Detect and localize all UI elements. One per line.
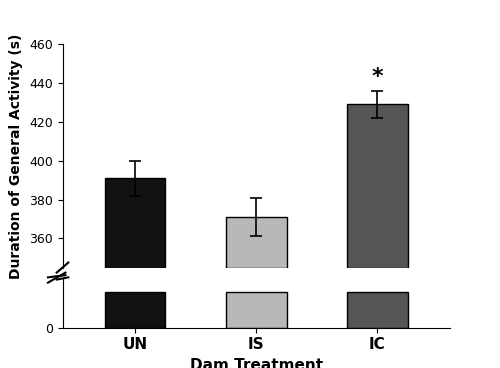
Bar xyxy=(226,217,286,268)
Bar xyxy=(226,291,286,328)
Text: *: * xyxy=(372,67,383,87)
Bar xyxy=(347,105,408,268)
Bar xyxy=(347,291,408,328)
X-axis label: Dam Treatment: Dam Treatment xyxy=(190,358,323,368)
Bar xyxy=(105,178,166,268)
Bar xyxy=(105,291,166,328)
Y-axis label: Duration of General Activity (s): Duration of General Activity (s) xyxy=(10,33,24,279)
